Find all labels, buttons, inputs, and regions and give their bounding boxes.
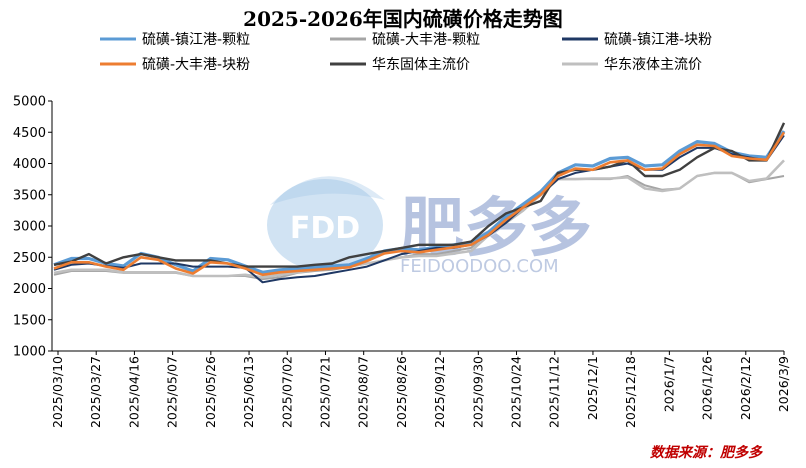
x-tick-label: 2025/03/27 [88,356,103,428]
x-tick-label: 2025/08/07 [356,356,371,428]
y-tick-label: 4000 [13,157,46,172]
watermark-domain: FEIDOODOO.COM [400,256,559,277]
x-tick-label: 2025/09/12 [432,356,447,428]
watermark-badge: FDD [290,211,360,246]
x-tick-label: 2026/3/9 [776,356,791,412]
watermark-leaf-icon [270,176,385,205]
x-tick-label: 2025/05/07 [165,356,180,428]
series-line-6 [53,159,785,279]
data-source: 数据来源：肥多多 [650,444,763,461]
series-line-4 [53,131,786,277]
y-axis: 1000 1500 2000 2500 3000 3500 4000 4500 5000 [13,95,52,360]
series-line-1 [53,130,786,274]
y-tick-label: 1000 [13,345,46,360]
legend-label: 硫磺-镇江港-块粉 [604,32,712,48]
series-lines [53,122,786,284]
legend-label: 硫磺-大丰港-块粉 [142,57,250,73]
x-tick-label: 2025/05/26 [203,356,218,428]
x-tick-label: 2026/1/26 [700,356,715,420]
watermark-logo-shape [267,179,383,271]
y-tick-label: 5000 [13,95,46,110]
x-tick-label: 2025/08/26 [394,356,409,428]
x-tick-label: 2026/2/12 [738,356,753,420]
x-tick-label: 2025/04/16 [126,356,141,428]
chart-title: 2025-2026年国内硫磺价格走势图 [243,7,563,31]
x-tick-label: 2025/12/1 [585,356,600,420]
x-tick-label: 2025/10/24 [509,356,524,428]
y-tick-label: 2000 [13,282,46,297]
x-tick-label: 2025/11/12 [547,356,562,428]
legend-label: 华东液体主流价 [604,57,702,73]
x-tick-label: 2025/07/21 [317,356,332,428]
x-tick-label: 2025/12/18 [623,356,638,428]
y-tick-label: 4500 [13,126,46,141]
x-axis: 2025/03/10 2025/03/27 2025/04/16 2025/05/07… [50,351,791,428]
series-line-5 [53,122,786,268]
legend-label: 硫磺-大丰港-颗粒 [372,32,480,48]
y-tick-label: 3000 [13,220,46,235]
x-tick-label: 2025/03/10 [50,356,65,428]
x-tick-label: 2025/09/30 [470,356,485,428]
y-tick-label: 2500 [13,251,46,266]
y-tick-label: 1500 [13,313,46,328]
x-tick-label: 2025/06/13 [241,356,256,428]
y-tick-label: 3500 [13,188,46,203]
legend-label: 华东固体主流价 [372,57,470,73]
legend-label: 硫磺-镇江港-颗粒 [142,32,250,48]
x-tick-label: 2026/1/7 [661,356,676,412]
x-tick-label: 2025/07/02 [279,356,294,428]
